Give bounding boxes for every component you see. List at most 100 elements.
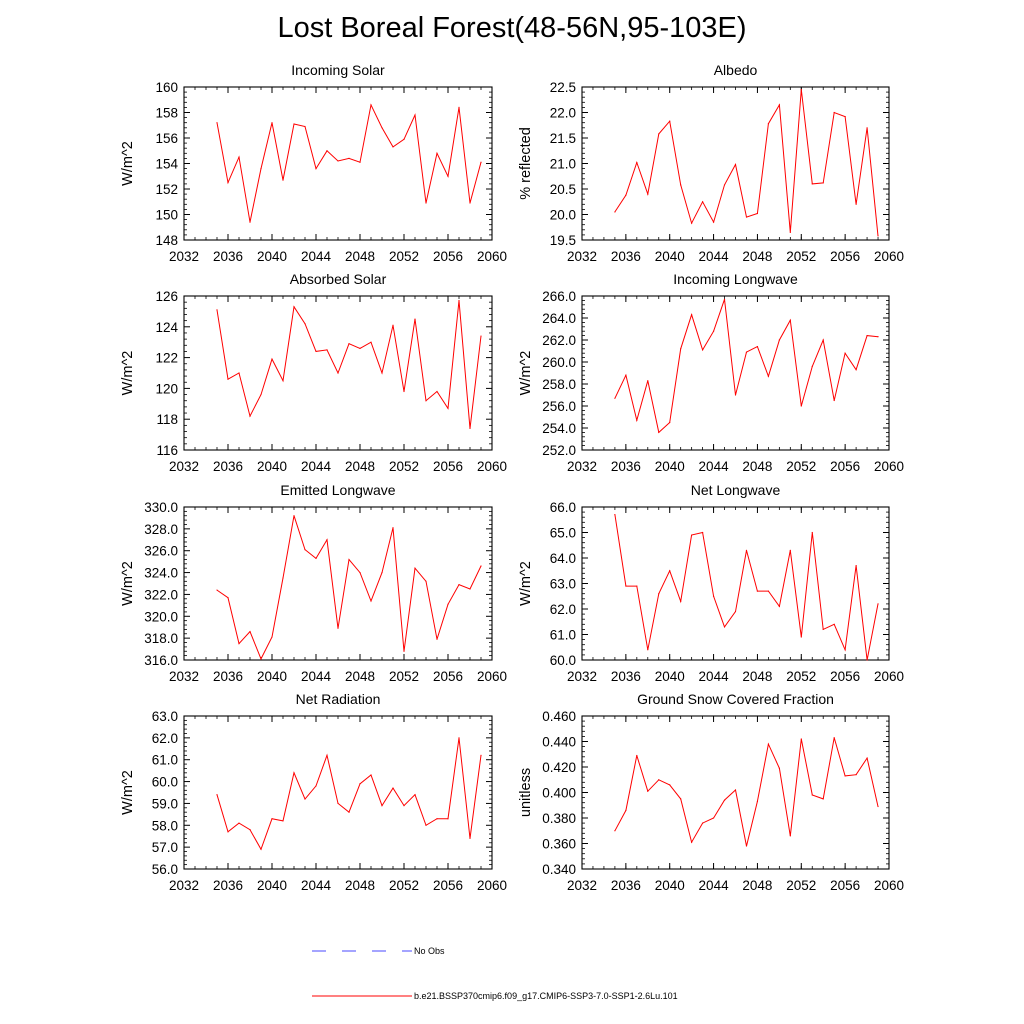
- data-point: [866, 757, 868, 759]
- data-point: [271, 636, 273, 638]
- series-line: [216, 515, 482, 661]
- y-tick-label: 22.5: [550, 80, 576, 95]
- data-point: [614, 397, 616, 399]
- data-point: [304, 549, 306, 551]
- data-point: [370, 774, 372, 776]
- x-tick-label: 2056: [433, 459, 463, 474]
- data-point: [425, 202, 427, 204]
- chart-title: Incoming Longwave: [673, 271, 798, 287]
- y-tick-label: 324.0: [144, 566, 178, 581]
- data-point: [833, 111, 835, 114]
- data-point: [800, 738, 802, 740]
- x-tick-label: 2032: [567, 459, 597, 474]
- data-point: [238, 643, 240, 645]
- x-tick-label: 2060: [874, 249, 904, 264]
- data-point: [282, 820, 284, 822]
- plot-frame: [183, 86, 493, 241]
- chart-title: Ground Snow Covered Fraction: [637, 691, 834, 707]
- y-tick-label: 0.420: [542, 760, 576, 775]
- data-point: [293, 515, 295, 517]
- data-point: [469, 837, 471, 840]
- data-point: [745, 549, 748, 551]
- data-point: [723, 184, 726, 186]
- y-tick-label: 160: [155, 80, 178, 95]
- data-point: [855, 774, 857, 776]
- data-point: [370, 104, 372, 106]
- chart-panel: 2032 2036 2040 2044 2048 2052 2056 2060 60.0 61.0…: [518, 482, 904, 684]
- data-point: [712, 221, 715, 223]
- data-point: [877, 235, 879, 237]
- y-tick-label: 61.0: [550, 628, 576, 643]
- y-tick-label: 57.0: [152, 840, 178, 855]
- chart-title: Absorbed Solar: [290, 271, 387, 287]
- data-point: [778, 605, 780, 608]
- data-point: [844, 775, 846, 777]
- data-point: [348, 811, 350, 813]
- y-tick-label: 260.0: [542, 355, 576, 370]
- data-point: [260, 168, 262, 170]
- data-point: [877, 805, 879, 808]
- data-point: [403, 650, 405, 652]
- series-line: [614, 737, 879, 847]
- data-point: [778, 104, 780, 106]
- y-tick-label: 60.0: [550, 653, 576, 668]
- y-tick-label: 65.0: [550, 526, 576, 541]
- data-point: [381, 372, 383, 374]
- y-axis-label: W/m^2: [120, 561, 136, 606]
- data-point: [348, 343, 350, 345]
- data-point: [680, 600, 682, 602]
- data-point: [833, 737, 835, 739]
- y-tick-label: 0.460: [542, 709, 576, 724]
- x-tick-label: 2036: [611, 459, 641, 474]
- data-point: [392, 324, 394, 326]
- data-point: [304, 125, 306, 128]
- x-tick-label: 2040: [655, 459, 685, 474]
- y-tick-label: 316.0: [144, 653, 178, 668]
- data-point: [855, 369, 857, 371]
- chart-panel: 2032 2036 2040 2044 2048 2052 2056 2060 116 118 12…: [120, 271, 507, 474]
- data-point: [436, 818, 438, 820]
- y-tick-label: 20.0: [550, 208, 576, 223]
- chart-panel: 2032 2036 2040 2044 2048 2052 2056 2060 148 150 15…: [120, 62, 507, 264]
- data-point: [745, 216, 748, 218]
- data-point: [767, 375, 769, 377]
- x-tick-label: 2052: [786, 669, 816, 684]
- y-tick-label: 63.0: [152, 709, 178, 724]
- x-tick-label: 2048: [742, 878, 772, 893]
- data-point: [702, 822, 704, 824]
- data-point: [723, 298, 726, 300]
- data-point: [403, 390, 405, 393]
- data-point: [480, 161, 482, 163]
- x-tick-label: 2060: [874, 459, 904, 474]
- y-axis-label: W/m^2: [120, 770, 136, 815]
- data-point: [271, 122, 273, 124]
- data-point: [381, 805, 383, 807]
- data-point: [712, 330, 715, 332]
- data-point: [216, 589, 218, 591]
- data-point: [381, 127, 383, 129]
- chart-panel: 2032 2036 2040 2044 2048 2052 2056 2060 252.0 254…: [518, 271, 904, 474]
- data-point: [855, 203, 857, 205]
- chart-panel: 2032 2036 2040 2044 2048 2052 2056 2060 316.0 318…: [120, 482, 507, 684]
- data-point: [877, 603, 879, 605]
- series-line: [216, 300, 482, 429]
- data-point: [469, 202, 471, 204]
- data-point: [315, 785, 317, 787]
- data-point: [691, 534, 693, 536]
- y-tick-label: 266.0: [542, 289, 576, 304]
- data-point: [647, 380, 649, 382]
- data-point: [238, 822, 240, 824]
- data-point: [669, 421, 671, 424]
- data-point: [680, 184, 682, 186]
- data-point: [337, 372, 339, 374]
- data-point: [315, 168, 317, 170]
- plot-frame: [581, 295, 890, 451]
- data-point: [326, 754, 328, 756]
- data-point: [326, 349, 328, 351]
- y-tick-label: 264.0: [542, 311, 576, 326]
- y-tick-label: 0.360: [542, 837, 576, 852]
- data-point: [680, 798, 682, 800]
- y-axis-label: W/m^2: [518, 561, 534, 606]
- y-tick-label: 66.0: [550, 500, 576, 515]
